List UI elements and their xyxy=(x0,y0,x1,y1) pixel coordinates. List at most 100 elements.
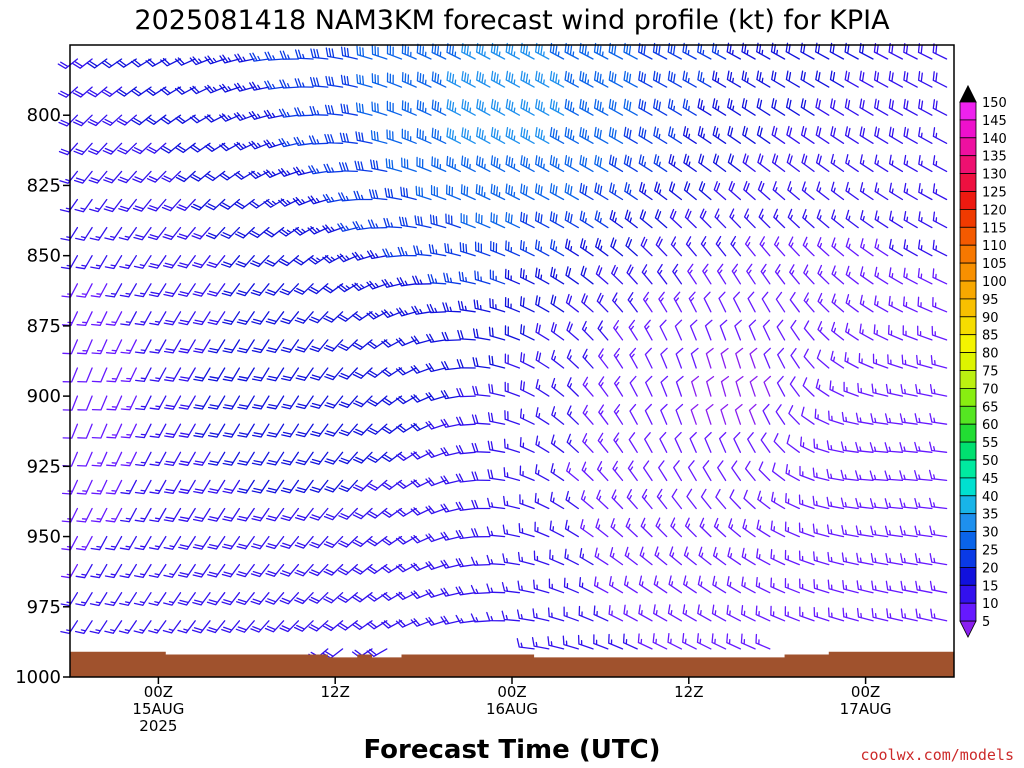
wind-barb xyxy=(222,479,241,494)
wind-barb xyxy=(856,607,874,622)
wind-barb xyxy=(932,296,948,313)
wind-barb xyxy=(446,127,462,144)
wind-barb xyxy=(566,377,579,397)
wind-barb xyxy=(857,382,874,397)
wind-barb xyxy=(700,236,712,257)
wind-barb xyxy=(914,413,933,425)
wind-barb xyxy=(440,559,462,569)
wind-barb xyxy=(401,72,417,88)
wind-barb xyxy=(266,423,285,438)
wind-barb xyxy=(660,403,668,425)
wind-barb xyxy=(505,211,521,229)
wind-barb xyxy=(579,547,594,566)
wind-barb xyxy=(91,367,108,383)
colorbar-label: 125 xyxy=(982,186,1007,201)
wind-barb xyxy=(888,238,904,257)
wind-barb xyxy=(770,577,786,594)
wind-barb xyxy=(337,592,358,603)
wind-barb xyxy=(490,98,506,116)
wind-barb xyxy=(416,156,432,173)
wind-barb xyxy=(381,620,403,629)
wind-barb xyxy=(193,395,211,410)
wind-barb xyxy=(669,546,683,566)
wind-barb xyxy=(784,578,800,594)
wind-barb xyxy=(815,126,830,144)
wind-barb xyxy=(192,535,211,550)
wind-barb xyxy=(871,608,889,622)
wind-barb xyxy=(366,311,388,320)
wind-barb xyxy=(294,78,314,88)
wind-barb xyxy=(381,592,403,601)
wind-barb xyxy=(263,198,285,208)
wind-barb xyxy=(581,320,594,341)
wind-barb xyxy=(888,267,904,285)
credit-text[interactable]: coolwx.com/models xyxy=(860,746,1014,764)
wind-barb xyxy=(845,154,859,173)
wind-barb xyxy=(859,323,874,341)
wind-barb xyxy=(578,576,594,594)
wind-barb xyxy=(460,184,476,201)
wind-barb xyxy=(207,479,226,494)
wind-barb xyxy=(816,181,830,201)
wind-barb xyxy=(309,535,329,549)
wind-barb xyxy=(549,70,565,88)
wind-barb xyxy=(929,441,948,453)
wind-barb xyxy=(395,535,417,545)
wind-barb xyxy=(534,42,550,60)
wind-barb xyxy=(623,126,638,144)
wind-barb xyxy=(690,347,699,369)
wind-barb xyxy=(549,520,565,538)
wind-barb xyxy=(339,132,358,144)
wind-barb xyxy=(815,70,830,88)
wind-barb xyxy=(623,604,638,622)
wind-barb xyxy=(87,114,108,127)
wind-barb xyxy=(740,633,756,650)
wind-barb xyxy=(294,49,314,60)
wind-barb xyxy=(366,280,388,290)
wind-barb xyxy=(788,236,800,257)
wind-barb xyxy=(164,367,182,382)
wind-barb xyxy=(430,185,447,201)
wind-barb xyxy=(90,507,108,523)
colorbar-swatch xyxy=(959,208,977,228)
wind-barb xyxy=(207,311,226,326)
wind-barb xyxy=(855,497,874,510)
wind-barb xyxy=(623,70,638,88)
wind-barb xyxy=(659,431,668,453)
wind-barb xyxy=(888,98,904,116)
wind-barb xyxy=(756,548,771,566)
wind-barb xyxy=(190,170,211,182)
colorbar-label: 55 xyxy=(982,436,999,451)
wind-barb xyxy=(903,182,918,201)
wind-barb xyxy=(813,606,830,622)
wind-barb xyxy=(741,547,756,566)
wind-barb xyxy=(164,423,182,438)
wind-barb xyxy=(817,292,830,313)
wind-barb xyxy=(338,339,358,351)
wind-barb xyxy=(874,210,889,229)
wind-barb xyxy=(675,403,684,425)
wind-barb xyxy=(655,517,668,538)
wind-barb xyxy=(222,451,241,466)
wind-barb xyxy=(803,348,815,369)
wind-barb xyxy=(323,163,344,173)
wind-barb xyxy=(610,237,624,257)
wind-barb xyxy=(859,70,874,88)
colorbar-swatch xyxy=(959,155,977,174)
wind-barb xyxy=(237,479,255,494)
wind-barb xyxy=(930,354,948,369)
wind-barb xyxy=(534,492,550,510)
wind-barb xyxy=(234,82,255,92)
wind-barb xyxy=(830,98,845,116)
wind-barb xyxy=(718,291,727,313)
wind-barb xyxy=(798,522,815,538)
wind-barb xyxy=(914,497,933,510)
wind-barb xyxy=(626,489,638,510)
wind-barb xyxy=(608,42,624,60)
wind-barb xyxy=(812,467,830,482)
wind-barb xyxy=(787,208,800,229)
wind-barb xyxy=(504,410,521,425)
wind-barb xyxy=(323,339,344,352)
wind-barb xyxy=(741,42,756,60)
wind-barb xyxy=(697,98,712,116)
